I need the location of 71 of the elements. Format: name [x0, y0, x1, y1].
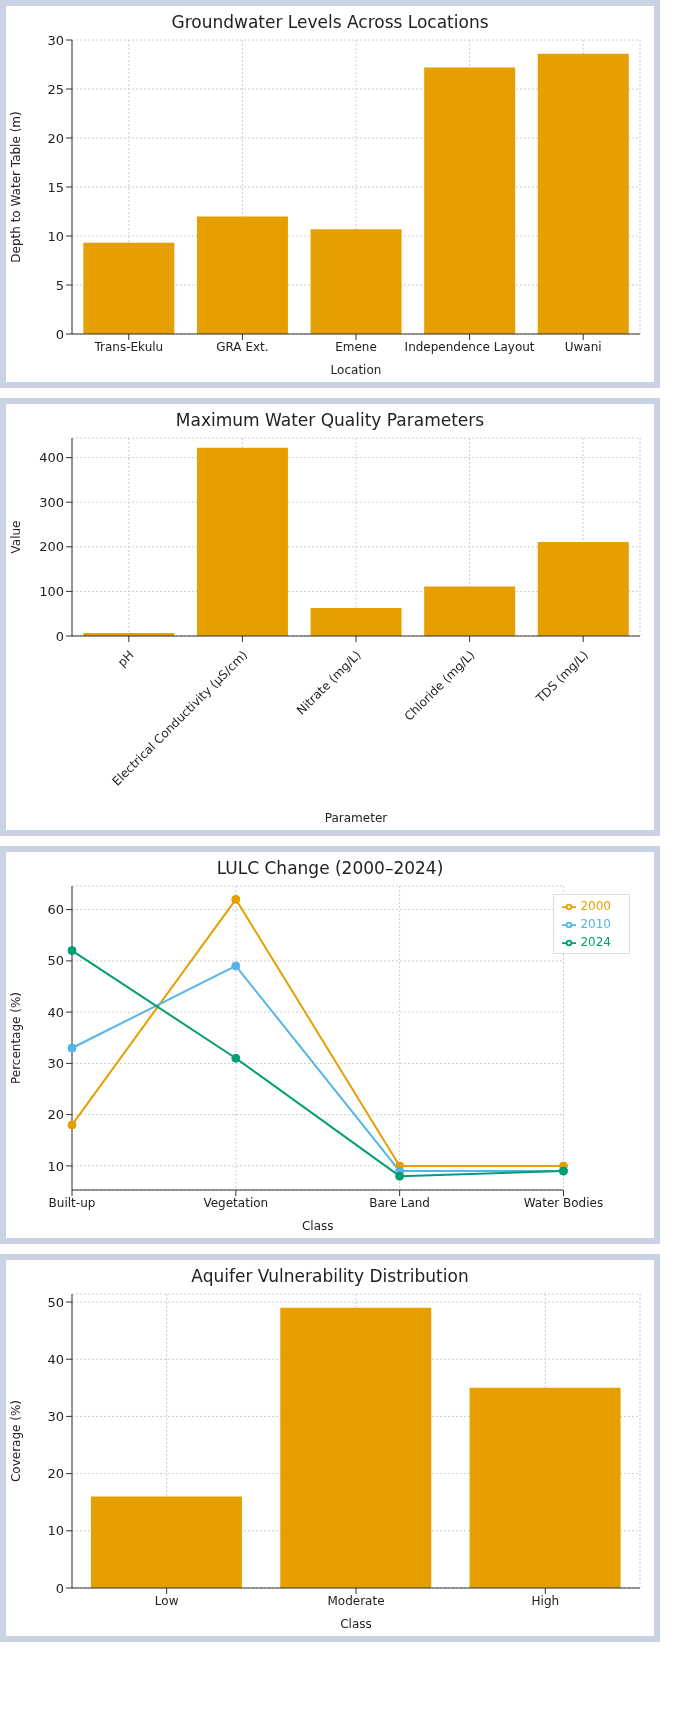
point [67, 946, 77, 956]
bar [83, 242, 175, 334]
y-tick-label: 0 [55, 1580, 64, 1596]
x-tick-label: Moderate [327, 1593, 385, 1608]
chart-title: Maximum Water Quality Parameters [174, 409, 486, 430]
x-tick-label: Water Bodies [523, 1195, 604, 1210]
bar [280, 1307, 432, 1588]
y-tick-label: 100 [39, 584, 64, 600]
y-tick-label: 40 [47, 1004, 64, 1020]
y-tick-label: 40 [47, 1351, 64, 1367]
x-tick-label: Emene [335, 339, 377, 354]
legend-label: 2024 [580, 935, 611, 949]
x-tick-label: Uwani [564, 339, 602, 354]
x-axis-title: Class [340, 1617, 372, 1631]
x-tick-label: pH [114, 647, 137, 670]
y-tick-label: 20 [47, 1107, 64, 1123]
legend-label: 2000 [580, 899, 611, 913]
bar [310, 229, 402, 334]
point [395, 1171, 405, 1181]
x-tick-label: Bare Land [369, 1195, 430, 1210]
bar [469, 1387, 621, 1588]
y-tick-label: 30 [47, 1055, 64, 1071]
bar [424, 67, 516, 334]
x-axis-title: Class [301, 1219, 334, 1233]
chart-title: Groundwater Levels Across Locations [170, 11, 490, 32]
y-axis-title: Percentage (%) [9, 991, 24, 1085]
legend-label: 2010 [580, 917, 611, 931]
y-tick-label: 0 [55, 628, 64, 644]
y-tick-label: 5 [55, 277, 64, 293]
point [231, 894, 241, 904]
x-tick-label: Vegetation [203, 1195, 269, 1210]
y-tick-label: 400 [39, 450, 64, 466]
y-axis-title: Depth to Water Table (m) [9, 111, 24, 263]
x-tick-label: Trans-Ekulu [93, 339, 164, 354]
bar [196, 216, 288, 334]
x-axis-title: Location [330, 363, 382, 377]
chart-title: Aquifer Vulnerability Distribution [190, 1265, 470, 1286]
bar [90, 1496, 242, 1588]
y-axis-title: Value [9, 520, 24, 554]
point [67, 1120, 77, 1130]
y-tick-label: 50 [47, 953, 64, 969]
point [231, 961, 241, 971]
bar [537, 53, 629, 334]
x-tick-label: Low [154, 1593, 179, 1608]
x-tick-label: Built-up [48, 1195, 96, 1210]
y-axis-title: Coverage (%) [9, 1399, 24, 1483]
point [231, 1053, 241, 1063]
y-tick-label: 300 [39, 494, 64, 510]
bar [196, 447, 288, 636]
y-tick-label: 30 [47, 32, 64, 48]
y-tick-label: 0 [55, 326, 64, 342]
bar [424, 586, 516, 636]
bar [310, 607, 402, 636]
x-axis-title: Parameter [324, 811, 388, 825]
x-tick-label: High [531, 1593, 560, 1608]
y-tick-label: 30 [47, 1409, 64, 1425]
y-tick-label: 10 [47, 1158, 64, 1174]
bar [537, 541, 629, 636]
y-tick-label: 20 [47, 130, 64, 146]
x-tick-label: GRA Ext. [216, 339, 269, 354]
x-tick-label: Independence Layout [404, 339, 535, 354]
chart-title: LULC Change (2000–2024) [215, 857, 445, 878]
y-tick-label: 200 [39, 539, 64, 555]
y-tick-label: 20 [47, 1466, 64, 1482]
y-tick-label: 10 [47, 228, 64, 244]
y-tick-label: 10 [47, 1523, 64, 1539]
y-tick-label: 60 [47, 902, 64, 918]
point [67, 1043, 77, 1053]
y-tick-label: 25 [47, 81, 64, 97]
y-tick-label: 15 [47, 179, 64, 195]
y-tick-label: 50 [47, 1294, 64, 1310]
